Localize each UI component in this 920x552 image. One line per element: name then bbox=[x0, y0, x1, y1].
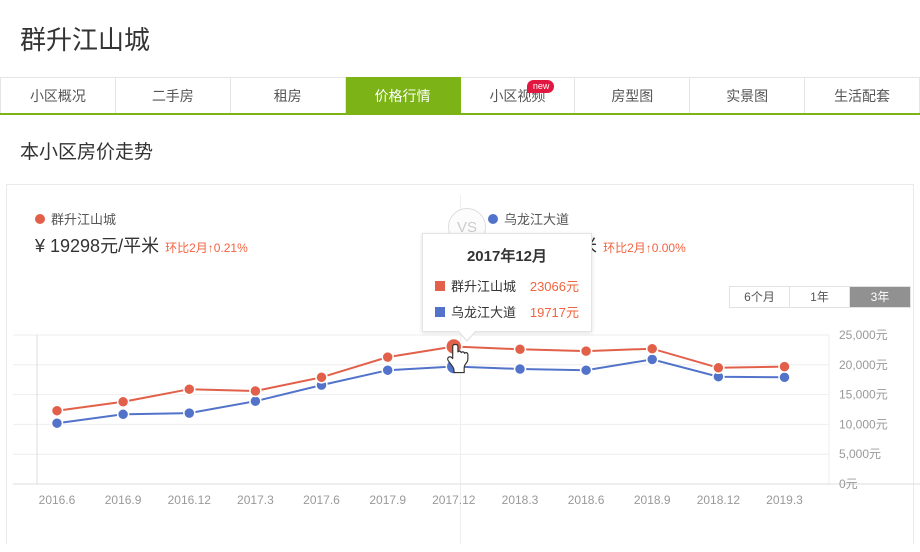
svg-text:2017.9: 2017.9 bbox=[369, 493, 406, 507]
svg-text:2019.3: 2019.3 bbox=[766, 493, 803, 507]
svg-text:20,000元: 20,000元 bbox=[839, 358, 888, 372]
svg-text:5,000元: 5,000元 bbox=[839, 447, 881, 461]
svg-text:10,000元: 10,000元 bbox=[839, 417, 888, 431]
svg-text:2017.12: 2017.12 bbox=[432, 493, 476, 507]
svg-text:2018.12: 2018.12 bbox=[697, 493, 741, 507]
svg-text:2016.12: 2016.12 bbox=[168, 493, 212, 507]
svg-text:2017.3: 2017.3 bbox=[237, 493, 274, 507]
svg-text:2017.6: 2017.6 bbox=[303, 493, 340, 507]
svg-text:0元: 0元 bbox=[839, 477, 858, 491]
svg-text:15,000元: 15,000元 bbox=[839, 388, 888, 402]
svg-text:2016.9: 2016.9 bbox=[105, 493, 142, 507]
svg-text:2016.6: 2016.6 bbox=[39, 493, 76, 507]
svg-text:25,000元: 25,000元 bbox=[839, 328, 888, 342]
svg-text:2018.3: 2018.3 bbox=[502, 493, 539, 507]
svg-text:2018.9: 2018.9 bbox=[634, 493, 671, 507]
svg-text:2018.6: 2018.6 bbox=[568, 493, 605, 507]
